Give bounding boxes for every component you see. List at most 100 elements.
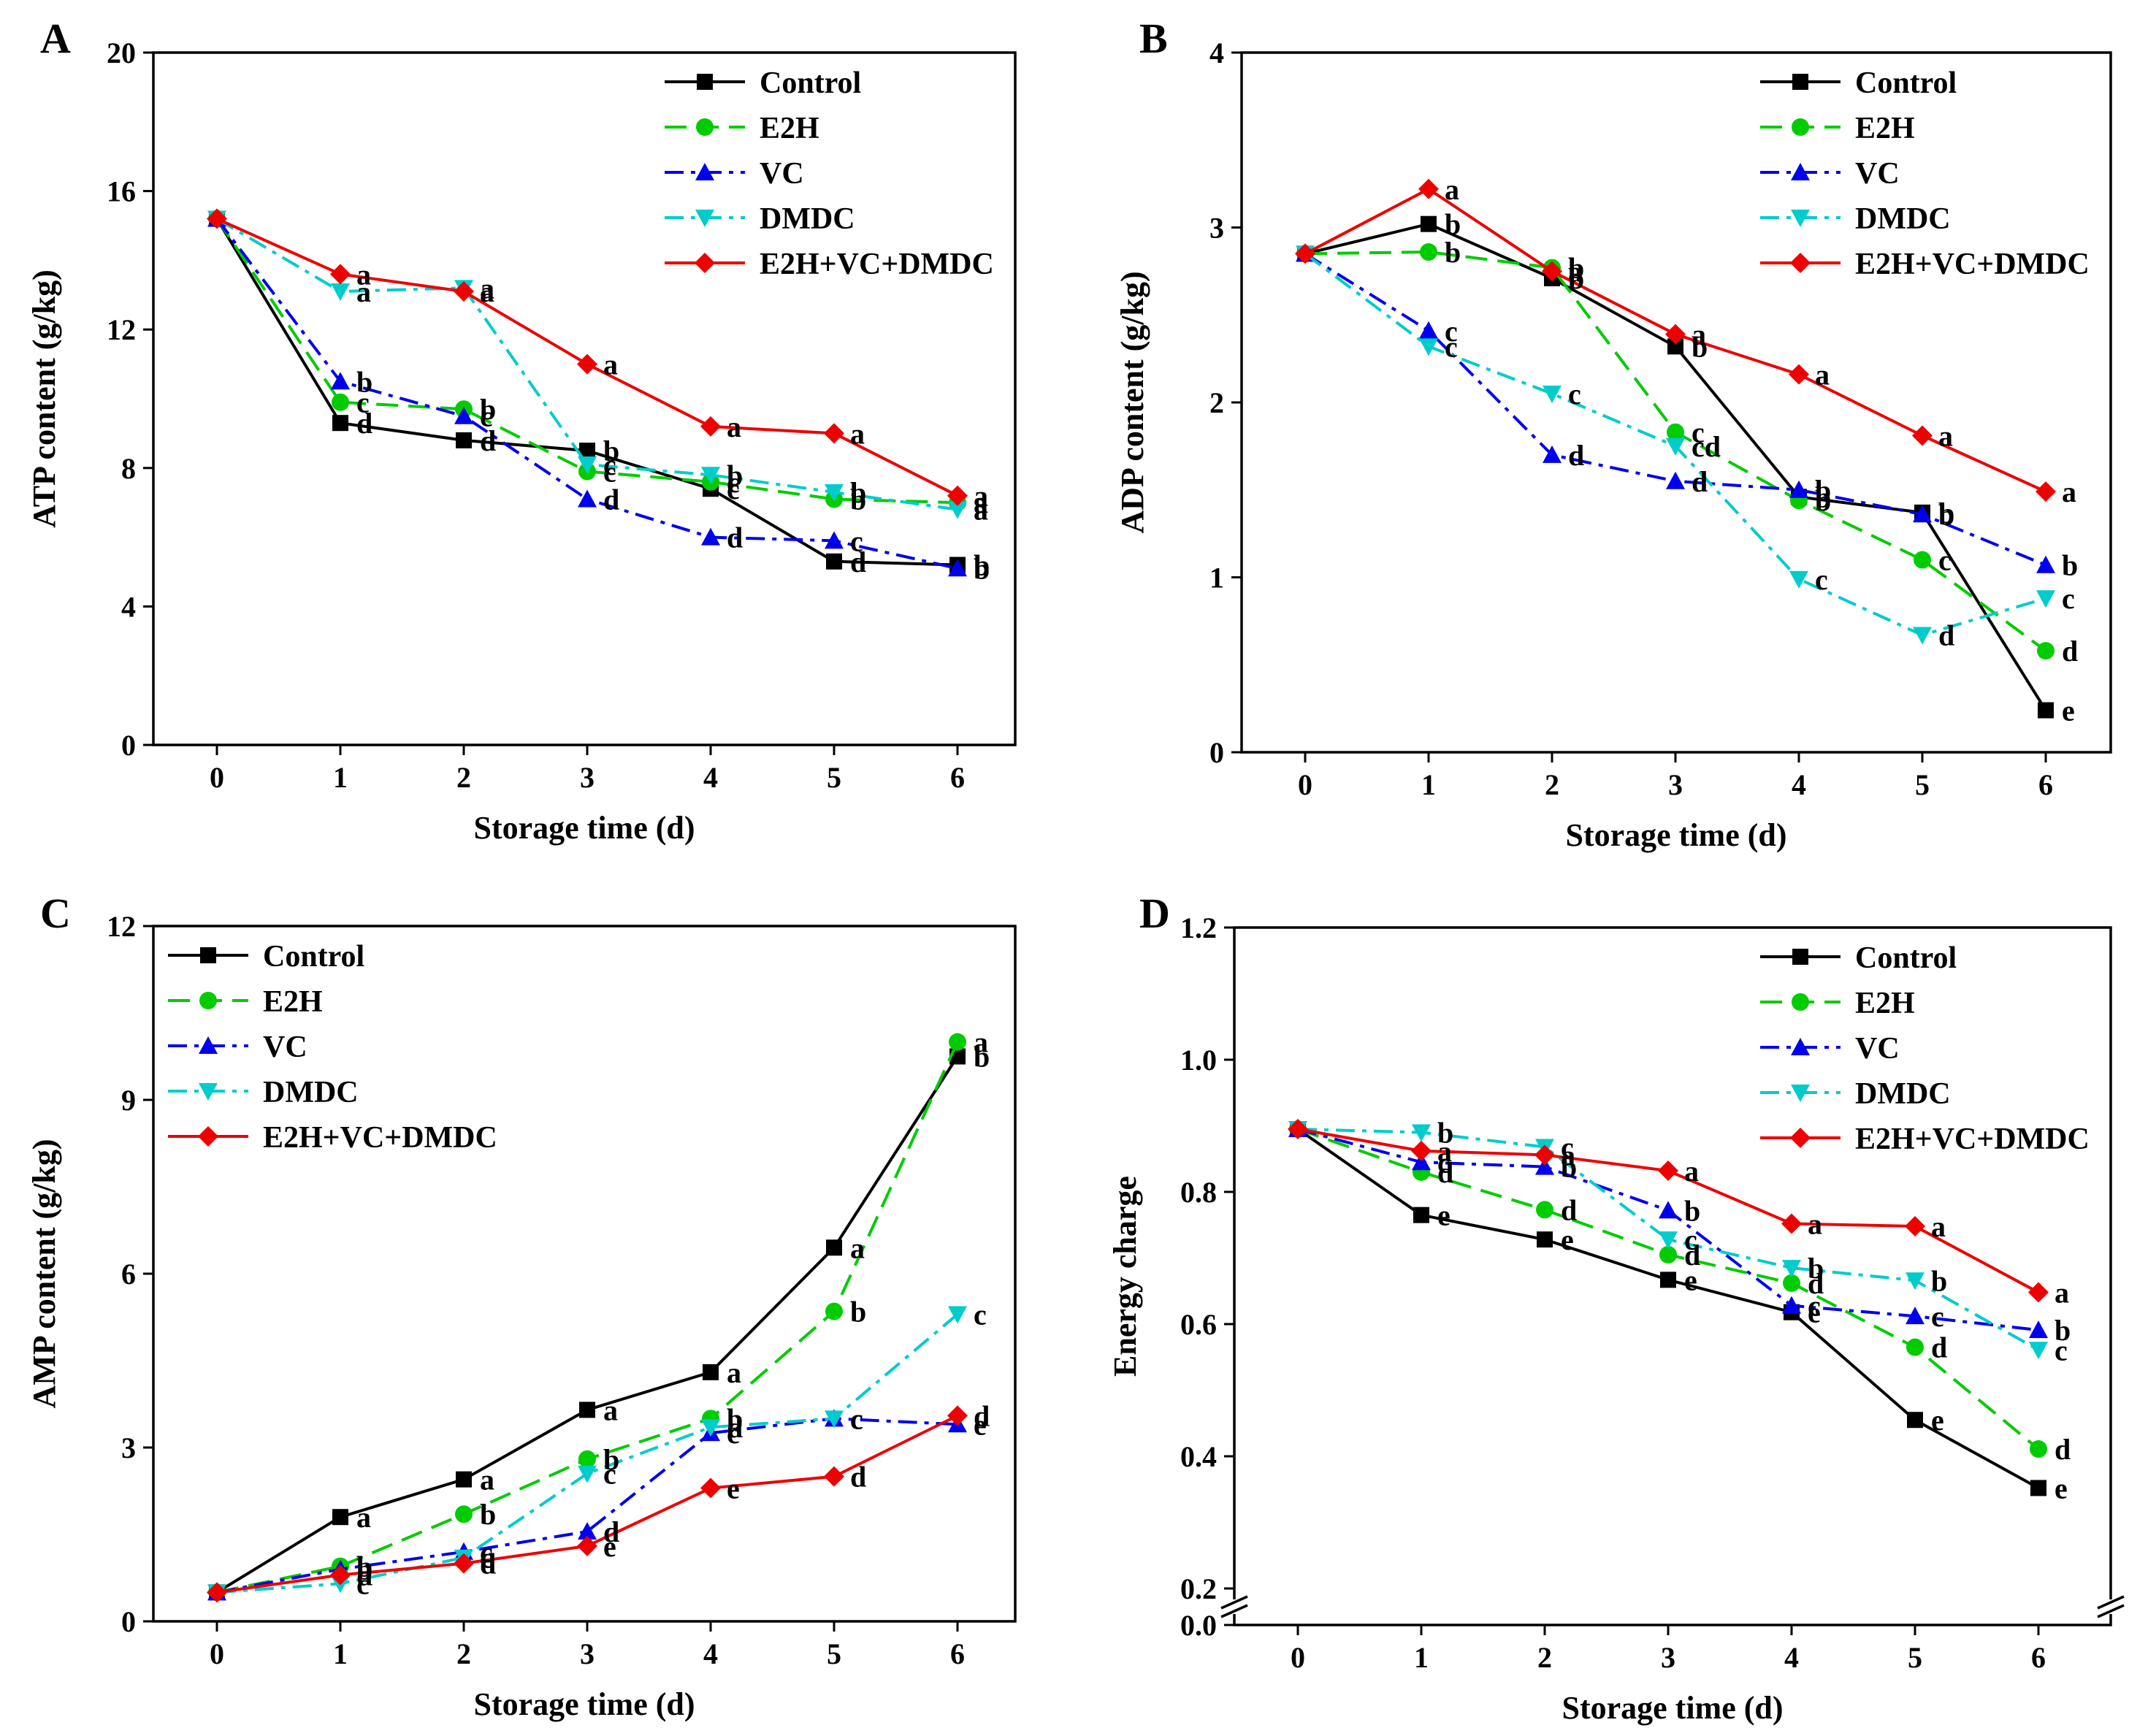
data-point <box>1543 445 1562 463</box>
data-point <box>456 1471 472 1488</box>
y-axis-label: Energy charge <box>1107 1176 1143 1377</box>
significance-letter: b <box>480 393 496 426</box>
data-point <box>1906 1338 1924 1356</box>
significance-letter: a <box>1938 420 1953 453</box>
data-point <box>700 1477 721 1499</box>
significance-letter: b <box>356 1550 372 1583</box>
legend-marker <box>199 992 217 1009</box>
data-point <box>1419 338 1438 356</box>
x-tick-label: 5 <box>827 761 841 794</box>
significance-letter: d <box>2055 1433 2071 1466</box>
significance-letter: a <box>2062 475 2076 508</box>
significance-letter: a <box>356 1501 371 1534</box>
y-tick-label: 0.2 <box>1180 1572 1217 1605</box>
data-point <box>578 456 597 475</box>
data-point <box>824 423 844 444</box>
series-line <box>216 1417 958 1594</box>
legend: Control E2H VC DMDC E2H+VC+DMDC <box>168 940 497 1155</box>
data-point <box>578 1522 597 1540</box>
legend-marker <box>697 74 713 90</box>
x-tick-label: 3 <box>1661 1641 1675 1674</box>
data-point <box>1420 243 1437 261</box>
data-point <box>948 1306 967 1324</box>
y-tick-label: 0 <box>121 1605 136 1638</box>
data-point <box>1782 1296 1801 1314</box>
significance-letter: a <box>974 486 988 519</box>
data-point <box>1667 338 1683 355</box>
significance-letter: c <box>1931 1300 1944 1333</box>
legend-marker <box>1792 993 1809 1011</box>
y-tick-label: 9 <box>121 1084 136 1117</box>
x-tick-label: 4 <box>703 1637 718 1670</box>
legend-marker <box>1792 118 1809 136</box>
significance-letter: c <box>1561 1131 1574 1163</box>
legend-label: DMDC <box>1855 1077 1951 1111</box>
significance-letter: c <box>850 1402 863 1435</box>
significance-letter: a <box>480 275 494 308</box>
x-tick-label: 2 <box>456 761 471 794</box>
x-tick-label: 0 <box>1291 1641 1305 1674</box>
data-point <box>1537 1231 1553 1248</box>
data-point <box>1782 1260 1801 1278</box>
significance-letter: b <box>2055 1314 2071 1347</box>
legend-label: DMDC <box>263 1076 359 1109</box>
legend-marker <box>1792 74 1808 90</box>
significance-letter: cd <box>1692 430 1721 463</box>
data-point <box>1659 1245 1677 1263</box>
data-point <box>949 1033 966 1051</box>
significance-letter: b <box>1692 330 1708 363</box>
x-tick-label: 3 <box>1668 768 1683 801</box>
data-point <box>454 1553 474 1574</box>
x-tick-label: 2 <box>1537 1641 1552 1674</box>
series-vc <box>1288 1120 2048 1339</box>
significance-letter: e <box>2062 695 2075 727</box>
legend-label: E2H+VC+DMDC <box>263 1121 497 1155</box>
data-point <box>947 1405 968 1426</box>
y-tick-label: 1.2 <box>1180 911 1217 944</box>
x-tick-label: 6 <box>2038 768 2053 801</box>
y-tick-label: 16 <box>107 175 136 208</box>
data-point <box>1666 471 1685 489</box>
significance-letter: d <box>356 1559 372 1592</box>
significance-letter: b <box>850 1296 866 1328</box>
series-line <box>1296 1128 2039 1490</box>
x-tick-label: 4 <box>1784 1641 1799 1674</box>
y-tick-label: 1.0 <box>1180 1044 1217 1077</box>
series-vc <box>1296 244 2055 573</box>
y-tick-label: 0 <box>121 729 136 762</box>
significance-letter: a <box>603 348 618 381</box>
x-tick-label: 2 <box>1545 768 1559 801</box>
y-tick-label: 4 <box>1209 37 1224 69</box>
y-axis-label: ADP content (g/kg) <box>1115 271 1150 533</box>
y-tick-label: 20 <box>107 37 136 69</box>
significance-letter: b <box>727 459 743 492</box>
legend: Control E2H VC DMDC E2H+VC+DMDC <box>1760 66 2090 281</box>
significance-letter: c <box>1445 315 1458 348</box>
data-point <box>2028 1282 2049 1303</box>
significance-letter: b <box>974 552 990 585</box>
legend-marker <box>695 210 714 227</box>
data-point <box>2036 555 2055 573</box>
significance-letter: e <box>727 1472 740 1505</box>
legend-label: Control <box>1855 941 1957 975</box>
x-tick-label: 3 <box>580 1637 595 1670</box>
significance-letter: c <box>727 1417 740 1450</box>
significance-letter: c <box>2062 582 2075 615</box>
y-tick-label: 4 <box>121 590 136 623</box>
significance-letter: b <box>603 435 619 467</box>
significance-letter: c <box>356 386 370 419</box>
significance-letter: b <box>1938 498 1954 531</box>
x-tick-label: 5 <box>1908 1641 1922 1674</box>
x-tick-label: 4 <box>703 761 718 794</box>
significance-letter: a <box>1931 1210 1946 1243</box>
y-tick-label: 8 <box>121 452 136 485</box>
data-point <box>1659 1201 1678 1219</box>
significance-letter: a <box>1684 1155 1699 1188</box>
data-point <box>1536 1201 1553 1219</box>
y-tick-label: 0.0 <box>1180 1609 1217 1642</box>
significance-letter: a <box>974 480 988 513</box>
data-point <box>1412 1124 1431 1142</box>
y-tick-label: 0.8 <box>1180 1176 1217 1209</box>
